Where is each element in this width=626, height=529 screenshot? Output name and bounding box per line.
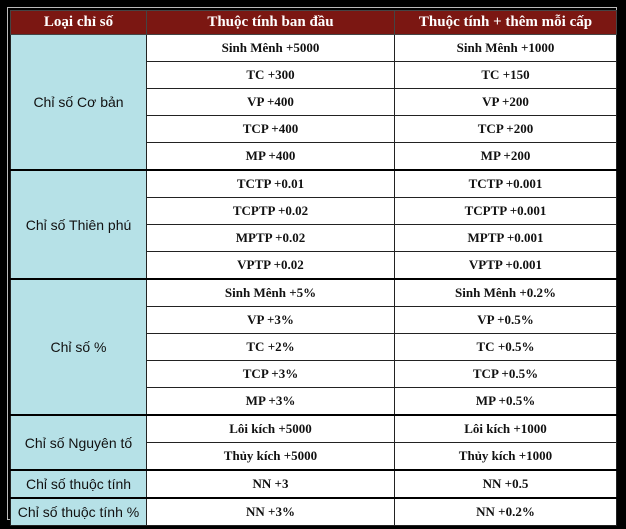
per-level-value: TCP +0.5% <box>394 360 617 388</box>
initial-value: TC +2% <box>146 333 395 361</box>
table-row: Chỉ số Nguyên tố Lôi kích +5000 Lôi kích +… <box>10 414 617 471</box>
initial-value: NN +3% <box>146 497 395 526</box>
initial-value: VP +3% <box>146 306 395 334</box>
header-initial: Thuộc tính ban đầu <box>146 10 395 35</box>
initial-value: Sinh Mênh +5000 <box>146 34 395 62</box>
table-row: Thủy kích +5000 Thủy kích +1000 <box>11 442 617 471</box>
initial-value: MPTP +0.02 <box>146 224 395 252</box>
table-row: TCP +400 TCP +200 <box>11 115 617 143</box>
initial-value: VPTP +0.02 <box>146 251 395 280</box>
per-level-value: MP +0.5% <box>394 387 617 416</box>
category-cell: Chỉ số Nguyên tố <box>10 414 147 471</box>
per-level-value: TCP +200 <box>394 115 617 143</box>
initial-value: VP +400 <box>146 88 395 116</box>
per-level-value: VPTP +0.001 <box>394 251 617 280</box>
per-level-value: TC +150 <box>394 61 617 89</box>
per-level-value: NN +0.5 <box>394 469 617 499</box>
table-row: TC +2% TC +0.5% <box>11 333 617 361</box>
table-row: VP +400 VP +200 <box>11 88 617 116</box>
category-cell: Chỉ số Thiên phú <box>10 169 147 280</box>
per-level-value: Sinh Mênh +0.2% <box>394 278 617 307</box>
per-level-value: Thủy kích +1000 <box>394 442 617 471</box>
initial-value: MP +3% <box>146 387 395 416</box>
table-row: Chỉ số % Sinh Mênh +5% Sinh Mênh +0.2% <box>10 278 617 416</box>
table-row: MPTP +0.02 MPTP +0.001 <box>11 224 617 252</box>
per-level-value: Lôi kích +1000 <box>394 414 617 443</box>
table-row: Chỉ số thuộc tính % NN +3% NN +0.2% <box>10 497 617 526</box>
category-cell: Chỉ số Cơ bản <box>10 34 147 171</box>
header-row: Loại chỉ số Thuộc tính ban đầu Thuộc tín… <box>10 10 617 35</box>
per-level-value: TC +0.5% <box>394 333 617 361</box>
table-row: TCPTP +0.02 TCPTP +0.001 <box>11 197 617 225</box>
per-level-value: TCPTP +0.001 <box>394 197 617 225</box>
table-row: TC +300 TC +150 <box>11 61 617 89</box>
stats-table: Loại chỉ số Thuộc tính ban đầu Thuộc tín… <box>10 10 617 526</box>
initial-value: MP +400 <box>146 142 395 171</box>
header-category: Loại chỉ số <box>10 10 147 35</box>
table-row: VPTP +0.02 VPTP +0.001 <box>11 251 617 280</box>
initial-value: TCP +400 <box>146 115 395 143</box>
per-level-value: VP +0.5% <box>394 306 617 334</box>
table-row: MP +400 MP +200 <box>11 142 617 171</box>
table-row: VP +3% VP +0.5% <box>11 306 617 334</box>
table-row: Chỉ số Cơ bản Sinh Mênh +5000 Sinh Mênh +1… <box>10 34 617 171</box>
initial-value: TCTP +0.01 <box>146 169 395 198</box>
header-per-level: Thuộc tính + thêm mỗi cấp <box>394 10 617 35</box>
table-row: Chỉ số Thiên phú TCTP +0.01 TCTP +0.001 <box>10 169 617 280</box>
initial-value: Lôi kích +5000 <box>146 414 395 443</box>
table-row: MP +3% MP +0.5% <box>11 387 617 416</box>
per-level-value: Sinh Mênh +1000 <box>394 34 617 62</box>
per-level-value: MPTP +0.001 <box>394 224 617 252</box>
initial-value: Thủy kích +5000 <box>146 442 395 471</box>
category-cell: Chỉ số % <box>10 278 147 416</box>
per-level-value: NN +0.2% <box>394 497 617 526</box>
category-cell: Chỉ số thuộc tính <box>10 469 147 499</box>
per-level-value: TCTP +0.001 <box>394 169 617 198</box>
initial-value: TCPTP +0.02 <box>146 197 395 225</box>
table-row: TCP +3% TCP +0.5% <box>11 360 617 388</box>
initial-value: Sinh Mênh +5% <box>146 278 395 307</box>
initial-value: TC +300 <box>146 61 395 89</box>
initial-value: NN +3 <box>146 469 395 499</box>
per-level-value: VP +200 <box>394 88 617 116</box>
table-row: Chỉ số thuộc tính NN +3 NN +0.5 <box>10 469 617 499</box>
per-level-value: MP +200 <box>394 142 617 171</box>
category-cell: Chỉ số thuộc tính % <box>10 497 147 526</box>
initial-value: TCP +3% <box>146 360 395 388</box>
